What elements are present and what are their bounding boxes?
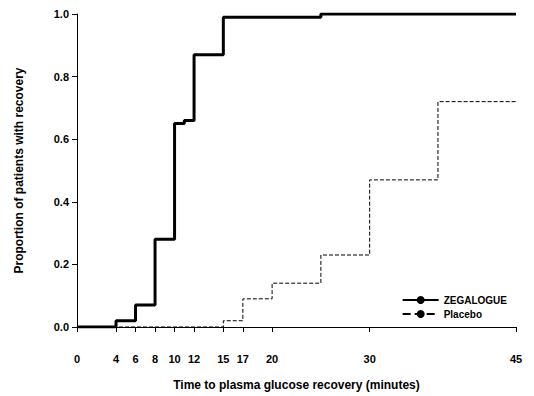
- svg-text:12: 12: [188, 353, 200, 365]
- svg-text:0.4: 0.4: [54, 196, 70, 208]
- svg-text:8: 8: [152, 353, 158, 365]
- svg-text:45: 45: [510, 353, 522, 365]
- svg-text:17: 17: [237, 353, 249, 365]
- svg-text:Placebo: Placebo: [444, 309, 482, 320]
- svg-text:0: 0: [74, 353, 80, 365]
- svg-text:0.0: 0.0: [54, 321, 69, 333]
- svg-text:Proportion of patients with re: Proportion of patients with recovery: [12, 67, 26, 273]
- svg-text:0.8: 0.8: [54, 71, 69, 83]
- svg-text:1.0: 1.0: [54, 8, 69, 20]
- svg-text:Time to plasma glucose recover: Time to plasma glucose recovery (minutes…: [173, 378, 420, 392]
- svg-text:0.2: 0.2: [54, 258, 69, 270]
- svg-text:ZEGALOGUE: ZEGALOGUE: [444, 295, 508, 306]
- svg-text:4: 4: [113, 353, 120, 365]
- svg-text:0.6: 0.6: [54, 133, 69, 145]
- svg-text:10: 10: [168, 353, 180, 365]
- svg-text:20: 20: [266, 353, 278, 365]
- svg-text:30: 30: [364, 353, 376, 365]
- svg-text:15: 15: [217, 353, 229, 365]
- svg-text:6: 6: [132, 353, 138, 365]
